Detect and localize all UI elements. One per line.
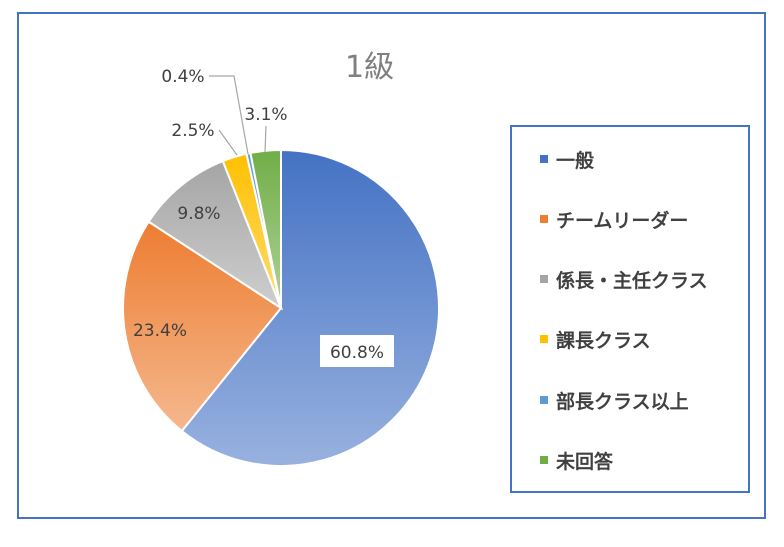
chart-title: 1級 xyxy=(345,50,395,85)
data-label-4: 2.5% xyxy=(171,121,214,141)
legend-item-3: 係長・主任クラス xyxy=(540,267,708,292)
legend-label-1: 一般 xyxy=(556,149,595,172)
legend-label-4: 課長クラス xyxy=(556,329,651,352)
legend-label-3: 係長・主任クラス xyxy=(556,269,708,292)
legend-label-5: 部長クラス以上 xyxy=(556,390,689,413)
legend-swatch-5 xyxy=(540,396,548,404)
legend-swatch-2 xyxy=(540,215,548,223)
data-label-5: 0.4% xyxy=(161,67,204,87)
data-label-6: 3.1% xyxy=(244,105,287,125)
data-label-3: 9.8% xyxy=(177,204,220,224)
pie-slice-3 xyxy=(147,159,284,311)
legend-swatch-6 xyxy=(540,456,548,464)
legend-item-2: チームリーダー xyxy=(540,207,689,232)
leader-line-4 xyxy=(218,129,238,156)
pie-slice-1 xyxy=(180,148,440,467)
pie-slice-2 xyxy=(122,220,283,433)
data-label-box-1 xyxy=(320,335,394,367)
legend-item-1: 一般 xyxy=(540,147,595,172)
legend-item-5: 部長クラス以上 xyxy=(540,388,689,413)
data-label-1: 60.8% xyxy=(330,343,384,363)
legend-label-6: 未回答 xyxy=(556,450,614,473)
legend-label-2: チームリーダー xyxy=(556,209,689,232)
legend-swatch-1 xyxy=(540,155,548,163)
legend-swatch-4 xyxy=(540,335,548,343)
legend-item-4: 課長クラス xyxy=(540,327,651,352)
leader-line-5 xyxy=(209,75,249,155)
leader-line-6 xyxy=(264,125,267,153)
legend: 一般チームリーダー 係長・主任クラス 課長クラス部長クラス以上 未回答 xyxy=(510,125,750,493)
legend-item-6: 未回答 xyxy=(540,448,614,473)
data-label-2: 23.4% xyxy=(133,321,187,341)
legend-swatch-3 xyxy=(540,275,548,283)
